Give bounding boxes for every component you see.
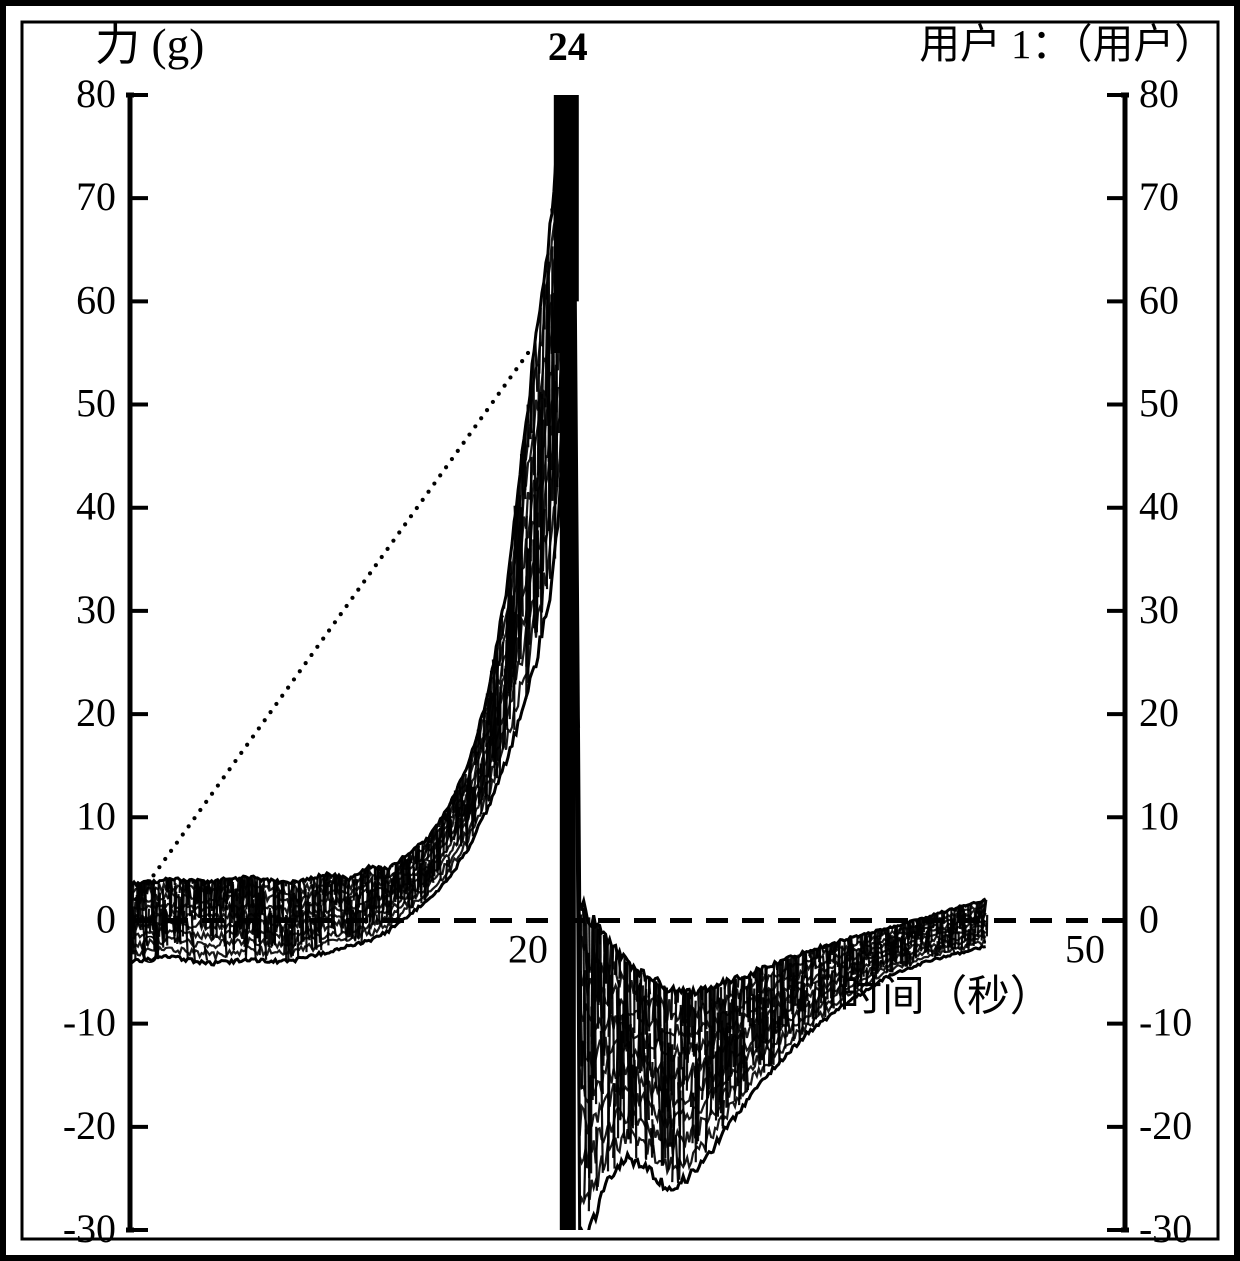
y-left-tick-label: 50 (76, 381, 116, 426)
y-right-tick-label: 20 (1139, 690, 1179, 735)
y-left-tick-label: -20 (63, 1103, 116, 1148)
y-left-tick-label: -10 (63, 1000, 116, 1045)
y-right-tick-label: 30 (1139, 587, 1179, 632)
x-axis-label: 时间（秒） (840, 973, 1053, 1020)
y-axis-label: 力 (g) (95, 20, 204, 70)
y-left-tick-label: 40 (76, 484, 116, 529)
y-left-tick-label: -30 (63, 1206, 116, 1251)
y-right-tick-label: -30 (1139, 1206, 1192, 1251)
y-left-tick-label: 60 (76, 277, 116, 322)
y-right-tick-label: 80 (1139, 71, 1179, 116)
peak-marker-label: 24 (548, 24, 588, 69)
y-left-tick-label: 80 (76, 71, 116, 116)
chart-container: -30-30-20-20-10-100010102020303040405050… (0, 0, 1240, 1261)
y-left-tick-label: 20 (76, 690, 116, 735)
y-left-tick-label: 10 (76, 793, 116, 838)
y-right-tick-label: 70 (1139, 174, 1179, 219)
y-right-tick-label: 10 (1139, 793, 1179, 838)
x-tick-label: 20 (508, 926, 548, 971)
x-tick-label: 50 (1065, 926, 1105, 971)
chart-title-right: 用户 1：（用户） (919, 22, 1215, 67)
y-right-tick-label: 0 (1139, 896, 1159, 941)
y-left-tick-label: 70 (76, 174, 116, 219)
y-right-tick-label: 60 (1139, 277, 1179, 322)
force-time-chart: -30-30-20-20-10-100010102020303040405050… (0, 0, 1240, 1261)
y-right-tick-label: -10 (1139, 1000, 1192, 1045)
y-right-tick-label: -20 (1139, 1103, 1192, 1148)
y-left-tick-label: 0 (96, 896, 116, 941)
y-right-tick-label: 40 (1139, 484, 1179, 529)
y-left-tick-label: 30 (76, 587, 116, 632)
x-tick-label: 0 (140, 926, 160, 971)
y-right-tick-label: 50 (1139, 381, 1179, 426)
